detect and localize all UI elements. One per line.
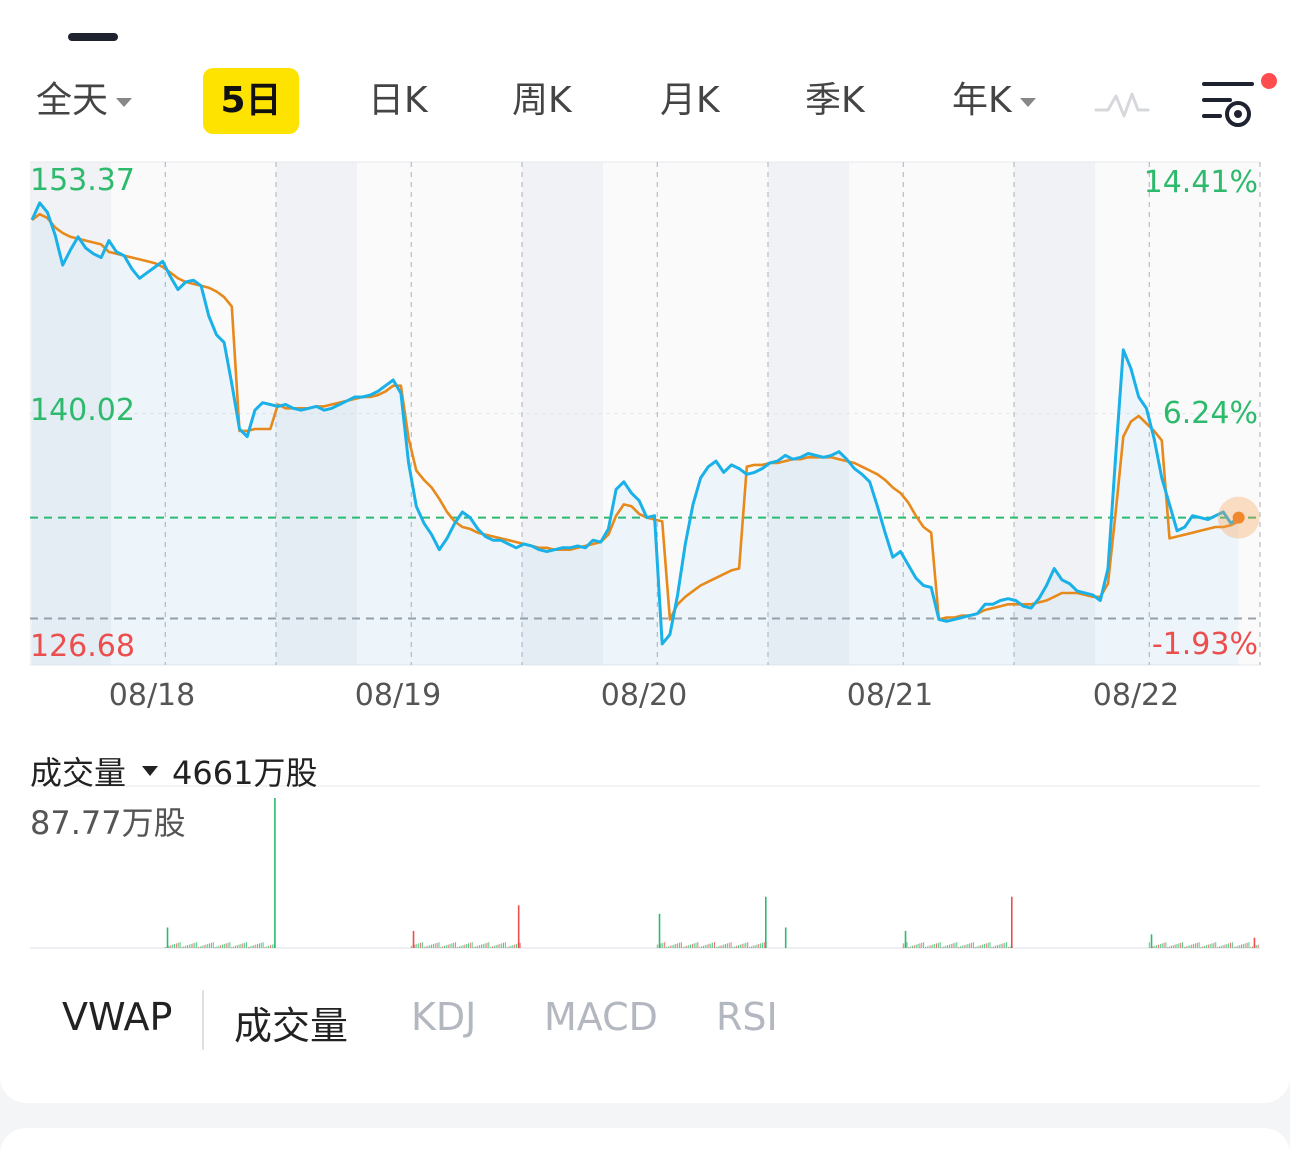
tab-daily-k[interactable]: 日K [368,80,428,121]
tab-weekly-k[interactable]: 周K [512,80,572,121]
x-date-label: 08/21 [846,678,934,713]
indicator-kdj[interactable]: KDJ [411,995,477,1039]
tab-quarterly-k[interactable]: 季K [805,80,865,121]
y-axis-top-label: 153.37 [30,163,135,198]
indicator-macd[interactable]: MACD [544,995,658,1039]
x-date-label: 08/20 [600,678,688,713]
pct-axis-bottom-label: -1.93% [1151,627,1258,662]
current-price-dot [1232,511,1245,524]
x-date-label: 08/18 [108,678,196,713]
drag-handle[interactable] [68,33,118,41]
chart-settings-icon[interactable] [1200,78,1260,130]
pct-axis-top-label: 14.41% [1143,165,1258,200]
pulse-line-icon[interactable] [1094,86,1150,122]
price-line [30,201,1240,646]
dropdown-caret-icon [116,97,133,107]
dropdown-caret-icon [1019,97,1036,107]
volume-total: 4661万股 [172,754,318,792]
y-axis-mid-label: 140.02 [30,393,135,428]
session-band [849,162,1014,665]
indicator-rsi[interactable]: RSI [716,995,778,1039]
volume-dropdown-icon[interactable] [142,766,159,776]
price-chart[interactable] [0,150,1290,960]
x-date-label: 08/19 [354,678,442,713]
x-date-label: 08/22 [1092,678,1180,713]
vwap-line [31,212,1240,621]
indicator-vwap[interactable]: VWAP [62,995,173,1039]
pct-axis-mid-label: 6.24% [1162,396,1258,431]
y-axis-bottom-label: 126.68 [30,629,135,664]
volume-header[interactable]: 成交量 4661万股 [30,748,317,794]
volume-max-label: 87.77万股 [30,804,186,842]
notification-dot [1261,73,1277,89]
indicator-volume[interactable]: 成交量 [234,1004,349,1048]
next-card [0,1128,1290,1168]
tab-5-day[interactable]: 5日 [203,68,299,134]
tab-monthly-k[interactable]: 月K [660,80,720,121]
tab-yearly-k[interactable]: 年K [952,68,1036,134]
volume-label: 成交量 [30,754,127,792]
price-area [32,202,1239,665]
tab-all-day[interactable]: 全天 [36,68,133,134]
indicator-divider [202,990,204,1050]
